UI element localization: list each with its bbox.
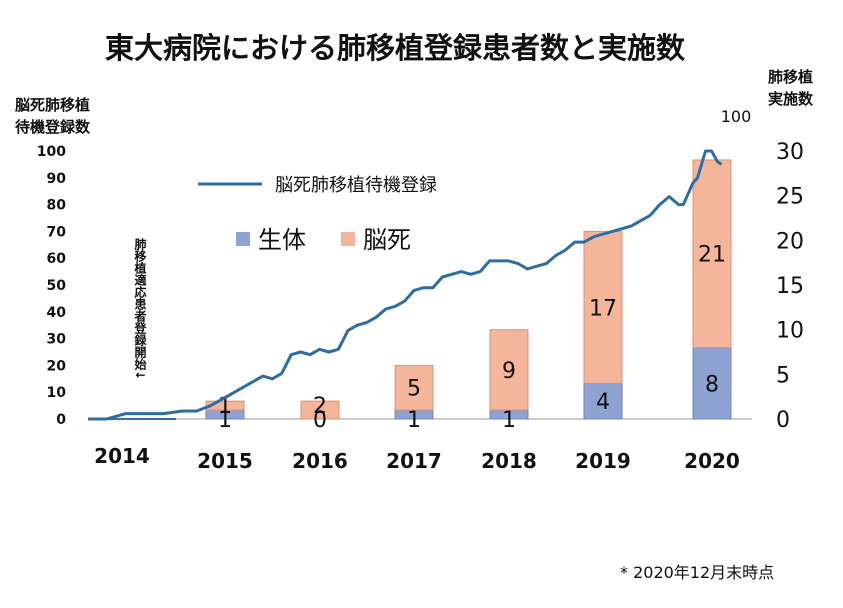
right-axis-ticks: 0 5 10 15 20 25 30 xyxy=(776,140,804,433)
right-tick-label: 30 xyxy=(776,140,804,165)
left-axis-title-line1: 脳死肺移植 xyxy=(15,96,90,114)
bar-label-braindead: 5 xyxy=(407,377,421,402)
bar-label-living: 4 xyxy=(596,390,610,415)
right-axis-title-line2: 実施数 xyxy=(768,90,814,108)
bar-label-braindead: 17 xyxy=(589,296,617,321)
legend-line: 脳死肺移植待機登録 xyxy=(198,175,437,196)
bar-living xyxy=(692,347,732,420)
right-tick-label: 10 xyxy=(776,319,804,344)
bar-braindead xyxy=(205,400,245,411)
right-tick-label: 5 xyxy=(776,363,790,388)
bar-label-braindead: 21 xyxy=(698,243,726,268)
bar-braindead xyxy=(692,159,732,349)
legend-swatch-braindead xyxy=(341,232,355,246)
left-tick-label: 100 xyxy=(37,144,66,160)
left-tick-label: 40 xyxy=(47,305,67,321)
annotation-registration-start: 肺移植適応患者登録開始↓ xyxy=(133,237,147,381)
waitlist-line-path xyxy=(88,149,723,421)
left-tick-label: 70 xyxy=(47,224,67,240)
left-axis-ticks: 0 10 20 30 40 50 60 70 80 90 100 xyxy=(37,144,66,428)
legend-swatch-living xyxy=(236,232,250,246)
left-tick-label: 0 xyxy=(56,412,66,428)
waitlist-line xyxy=(88,149,723,421)
legend-bars: 生体 脳死 xyxy=(236,226,411,254)
left-tick-label: 10 xyxy=(47,385,67,401)
left-tick-label: 20 xyxy=(47,358,67,374)
right-tick-label: 25 xyxy=(776,185,804,210)
right-tick-label: 20 xyxy=(776,229,804,254)
bar-label-braindead: 2 xyxy=(313,394,327,419)
peak-label: 100 xyxy=(721,107,752,126)
year-label: 2015 xyxy=(197,449,253,473)
bar-label-living: 1 xyxy=(407,408,421,433)
bar-label-living: 1 xyxy=(218,408,232,433)
bar-braindead xyxy=(394,364,434,411)
bar-braindead xyxy=(583,230,623,384)
bar-braindead xyxy=(300,400,340,420)
legend-line-label: 脳死肺移植待機登録 xyxy=(275,175,437,196)
year-label: 2018 xyxy=(481,449,537,473)
left-tick-label: 90 xyxy=(47,171,67,187)
legend-label-braindead: 脳死 xyxy=(363,226,411,254)
left-tick-label: 80 xyxy=(47,198,67,214)
left-tick-label: 30 xyxy=(47,332,67,348)
right-axis-title-line1: 肺移植 xyxy=(768,68,813,86)
chart-title: 東大病院における肺移植登録患者数と実施数 xyxy=(105,31,686,65)
bar-braindead xyxy=(489,329,529,411)
bar-label-living: 1 xyxy=(502,408,516,433)
bar-label-braindead: 9 xyxy=(502,359,516,384)
year-label: 2016 xyxy=(292,449,348,473)
year-labels: 2015 2016 2017 2018 2019 2020 2014 xyxy=(94,444,740,473)
left-tick-label: 60 xyxy=(47,251,67,267)
bars xyxy=(205,159,732,420)
legend-label-living: 生体 xyxy=(258,226,306,254)
bar-label-living: 8 xyxy=(705,372,719,397)
year-label: 2020 xyxy=(684,449,740,473)
year-label: 2017 xyxy=(386,449,442,473)
left-axis-title-line2: 待機登録数 xyxy=(15,118,91,136)
right-tick-label: 15 xyxy=(776,274,804,299)
year-label: 2019 xyxy=(575,449,631,473)
bar-label-living: 0 xyxy=(313,408,327,433)
year-label-start: 2014 xyxy=(94,444,150,468)
left-tick-label: 50 xyxy=(47,278,67,294)
footnote: * 2020年12月末時点 xyxy=(620,563,774,582)
right-tick-label: 0 xyxy=(776,408,790,433)
